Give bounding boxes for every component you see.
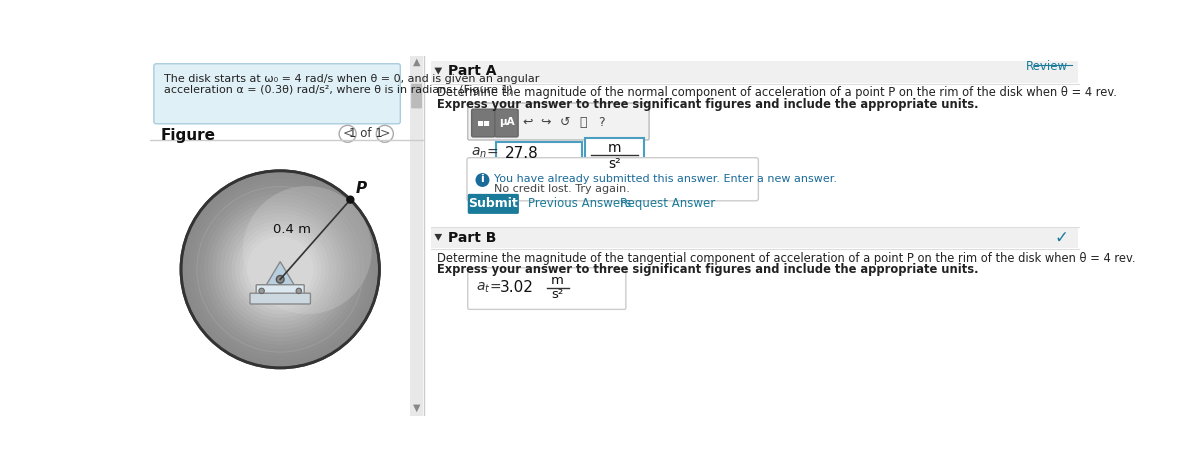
FancyBboxPatch shape xyxy=(431,228,1079,248)
Circle shape xyxy=(239,228,322,310)
FancyBboxPatch shape xyxy=(410,56,422,416)
Text: ▼: ▼ xyxy=(413,403,420,413)
FancyBboxPatch shape xyxy=(431,62,1079,83)
Circle shape xyxy=(244,233,318,306)
Circle shape xyxy=(228,217,332,322)
Circle shape xyxy=(197,186,364,353)
Text: Review: Review xyxy=(1026,60,1068,73)
FancyBboxPatch shape xyxy=(494,109,518,137)
Text: 1 of 1: 1 of 1 xyxy=(349,127,383,140)
Circle shape xyxy=(223,213,337,325)
Text: ?: ? xyxy=(599,116,605,129)
Circle shape xyxy=(188,178,372,360)
Text: m: m xyxy=(551,275,564,287)
Text: You have already submitted this answer. Enter a new answer.: You have already submitted this answer. … xyxy=(494,174,838,184)
Polygon shape xyxy=(434,234,442,241)
Text: 0.4 m: 0.4 m xyxy=(272,223,311,236)
Text: 27.8: 27.8 xyxy=(505,146,539,161)
Text: Express your answer to three significant figures and include the appropriate uni: Express your answer to three significant… xyxy=(437,263,978,276)
Circle shape xyxy=(259,288,264,294)
Text: Determine the magnitude of the tangential component of acceleration of a point P: Determine the magnitude of the tangentia… xyxy=(437,252,1135,265)
Text: =: = xyxy=(490,281,502,295)
Text: Submit: Submit xyxy=(468,198,518,210)
Text: Determine the magnitude of the normal component of acceleration of a point P on : Determine the magnitude of the normal co… xyxy=(437,86,1117,99)
Text: P: P xyxy=(355,181,367,196)
Circle shape xyxy=(220,209,341,329)
Circle shape xyxy=(181,171,379,368)
Text: i: i xyxy=(480,174,485,184)
Circle shape xyxy=(347,196,354,203)
Circle shape xyxy=(185,175,376,364)
Polygon shape xyxy=(265,262,295,286)
Text: ↪: ↪ xyxy=(541,116,551,129)
Circle shape xyxy=(212,202,348,337)
FancyBboxPatch shape xyxy=(584,138,644,171)
Text: No credit lost. Try again.: No credit lost. Try again. xyxy=(494,184,630,194)
Text: m: m xyxy=(607,141,620,155)
Text: ▪▪: ▪▪ xyxy=(476,117,491,127)
Text: <: < xyxy=(342,127,353,140)
FancyBboxPatch shape xyxy=(154,64,401,124)
Circle shape xyxy=(247,236,313,303)
Text: $a_t$: $a_t$ xyxy=(475,281,490,295)
FancyBboxPatch shape xyxy=(468,194,518,214)
Text: acceleration α = (0.3θ) rad/s², where θ is in radians. (Figure 1): acceleration α = (0.3θ) rad/s², where θ … xyxy=(164,85,512,95)
Text: Figure: Figure xyxy=(161,128,216,143)
Text: Express your answer to three significant figures and include the appropriate uni: Express your answer to three significant… xyxy=(437,98,978,111)
Circle shape xyxy=(193,182,367,356)
FancyBboxPatch shape xyxy=(467,158,758,201)
Text: ▲: ▲ xyxy=(413,57,420,66)
Text: Part A: Part A xyxy=(448,64,496,78)
Text: ✓: ✓ xyxy=(1055,229,1068,247)
Polygon shape xyxy=(434,68,442,75)
Circle shape xyxy=(475,173,490,187)
Circle shape xyxy=(276,276,284,283)
Text: Previous Answers: Previous Answers xyxy=(528,198,631,210)
Text: s²: s² xyxy=(552,288,564,301)
Circle shape xyxy=(181,171,379,368)
Text: 3.02: 3.02 xyxy=(500,280,534,295)
Text: ⬜: ⬜ xyxy=(580,116,587,129)
Circle shape xyxy=(232,221,329,318)
Text: μA: μA xyxy=(499,117,515,127)
Text: >: > xyxy=(379,127,390,140)
FancyBboxPatch shape xyxy=(468,268,626,309)
Text: ↩: ↩ xyxy=(522,116,533,129)
Circle shape xyxy=(216,205,344,333)
Text: s²: s² xyxy=(608,157,620,171)
Circle shape xyxy=(242,186,372,314)
Text: $a_n$: $a_n$ xyxy=(470,146,487,160)
Circle shape xyxy=(208,198,353,341)
Text: ↺: ↺ xyxy=(559,116,570,129)
FancyBboxPatch shape xyxy=(250,293,311,304)
Circle shape xyxy=(204,194,356,345)
Text: Request Answer: Request Answer xyxy=(620,198,715,210)
FancyBboxPatch shape xyxy=(496,142,582,166)
Text: The disk starts at ω₀ = 4 rad/s when θ = 0, and is given an angular: The disk starts at ω₀ = 4 rad/s when θ =… xyxy=(164,74,539,84)
FancyBboxPatch shape xyxy=(472,109,494,137)
Text: =: = xyxy=(486,146,498,160)
Circle shape xyxy=(235,225,325,314)
FancyBboxPatch shape xyxy=(256,285,305,296)
Text: Part B: Part B xyxy=(448,231,496,245)
Circle shape xyxy=(296,288,301,294)
FancyBboxPatch shape xyxy=(468,103,649,140)
Circle shape xyxy=(200,190,360,349)
FancyBboxPatch shape xyxy=(412,84,422,108)
